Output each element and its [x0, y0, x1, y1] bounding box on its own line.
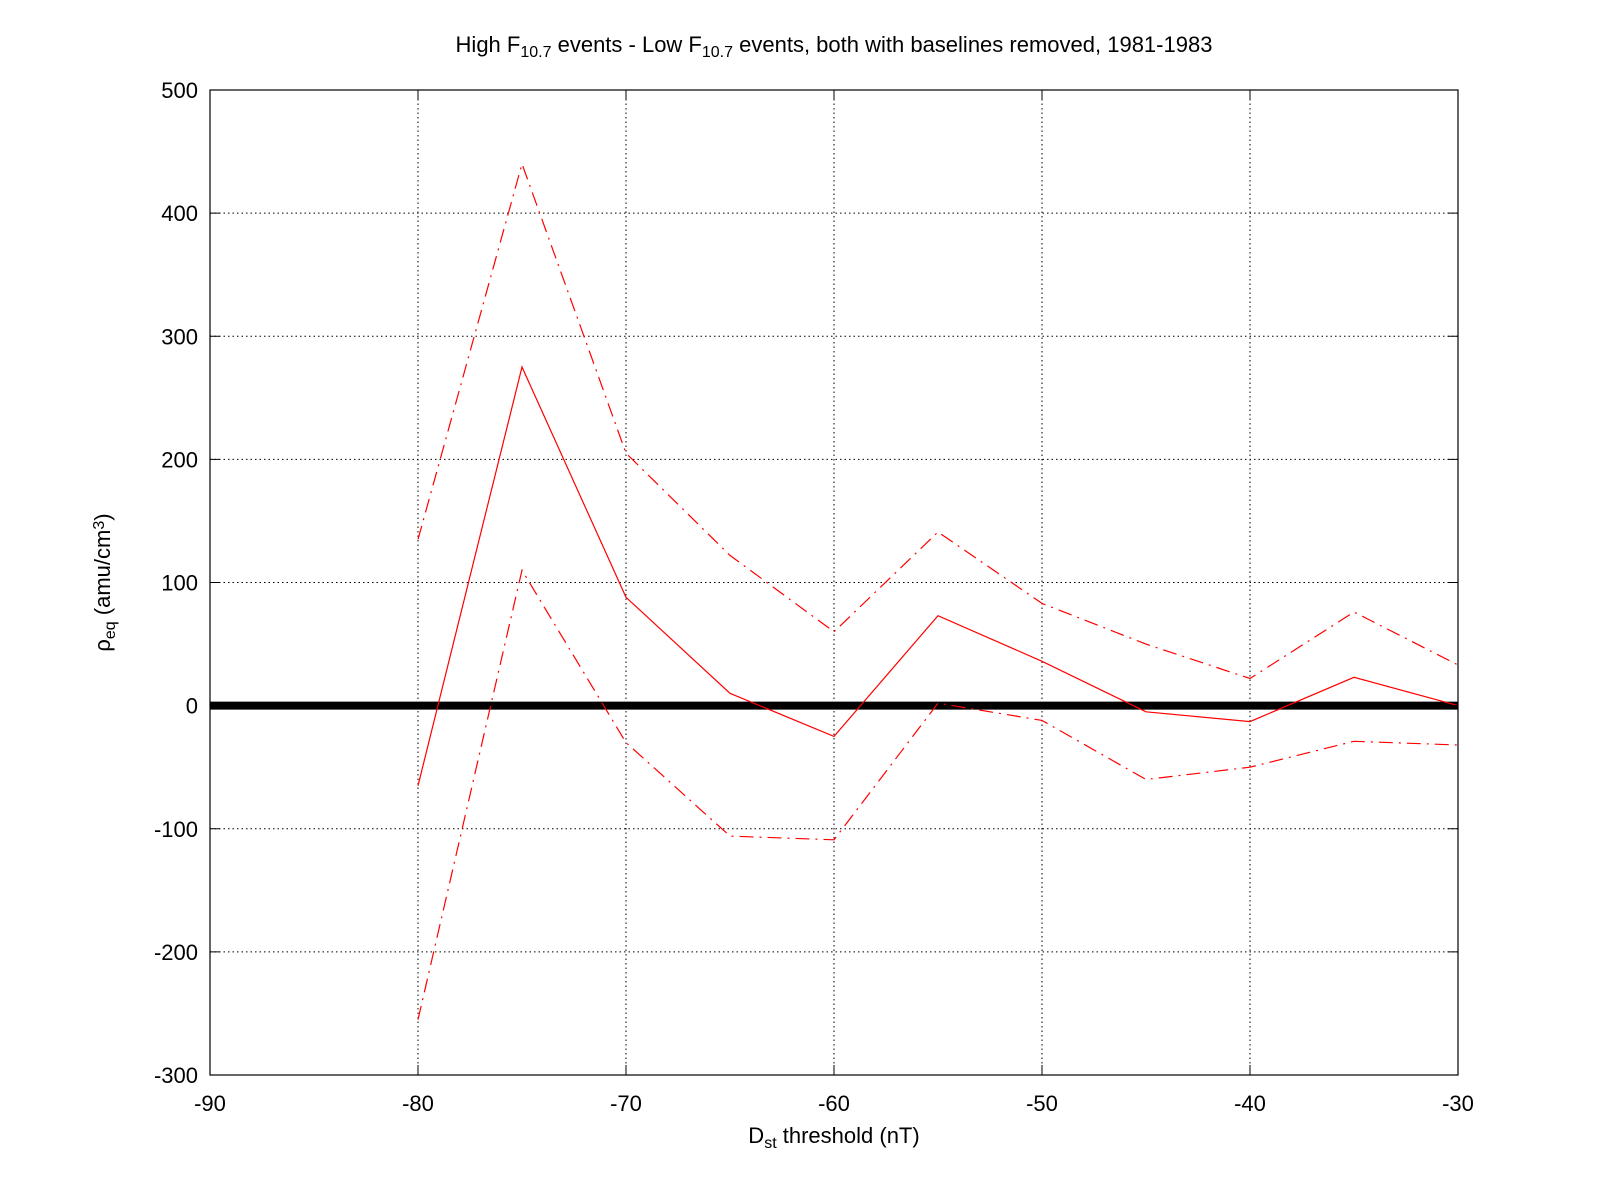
series-upper-bound-line	[417, 161, 1459, 680]
text-part-0: ρ	[90, 639, 115, 652]
text-part-3: 10.7	[702, 44, 733, 61]
x-tick-labels: -90 -80 -70 -60 -50 -40 -30	[194, 1091, 1474, 1116]
series-mean-line	[417, 365, 1459, 786]
y-tick-label-neg200: -200	[154, 940, 198, 965]
y-axis-label: ρeq (amu/cm3)	[90, 513, 119, 651]
series-lower-bound-line	[417, 568, 1459, 1020]
x-tick-label-neg80: -80	[402, 1091, 434, 1116]
x-axis-label: Dst threshold (nT)	[748, 1123, 919, 1152]
text-part-4: )	[90, 513, 115, 520]
text-part-3: 3	[91, 521, 108, 530]
y-tick-label-neg100: -100	[154, 817, 198, 842]
text-part-1: 10.7	[520, 44, 551, 61]
text-part-2: (amu/cm	[90, 530, 115, 622]
x-tick-label-neg40: -40	[1234, 1091, 1266, 1116]
text-part-2: events - Low F	[551, 32, 701, 57]
y-tick-label-100: 100	[161, 571, 198, 596]
x-tick-label-neg70: -70	[610, 1091, 642, 1116]
y-tick-label-500: 500	[161, 78, 198, 103]
x-tick-label-neg60: -60	[818, 1091, 850, 1116]
y-tick-label-300: 300	[161, 324, 198, 349]
y-tick-label-neg300: -300	[154, 1063, 198, 1088]
ticks	[209, 89, 1459, 1076]
text-part-0: D	[748, 1123, 764, 1148]
y-tick-label-400: 400	[161, 201, 198, 226]
text-part-1: st	[764, 1135, 777, 1152]
y-tick-label-200: 200	[161, 447, 198, 472]
chart-title: High F10.7 events - Low F10.7 events, bo…	[456, 32, 1213, 61]
y-tick-label-0: 0	[186, 694, 198, 719]
series-layer	[417, 161, 1459, 1020]
text-part-0: High F	[456, 32, 521, 57]
x-tick-label-neg50: -50	[1026, 1091, 1058, 1116]
text-part-1: eq	[102, 621, 119, 639]
x-tick-label-neg90: -90	[194, 1091, 226, 1116]
x-tick-label-neg30: -30	[1442, 1091, 1474, 1116]
text-part-2: threshold (nT)	[777, 1123, 920, 1148]
y-tick-labels: -300 -200 -100 0 100 200 300 400 500	[154, 78, 198, 1088]
text-part-4: events, both with baselines removed, 198…	[733, 32, 1212, 57]
